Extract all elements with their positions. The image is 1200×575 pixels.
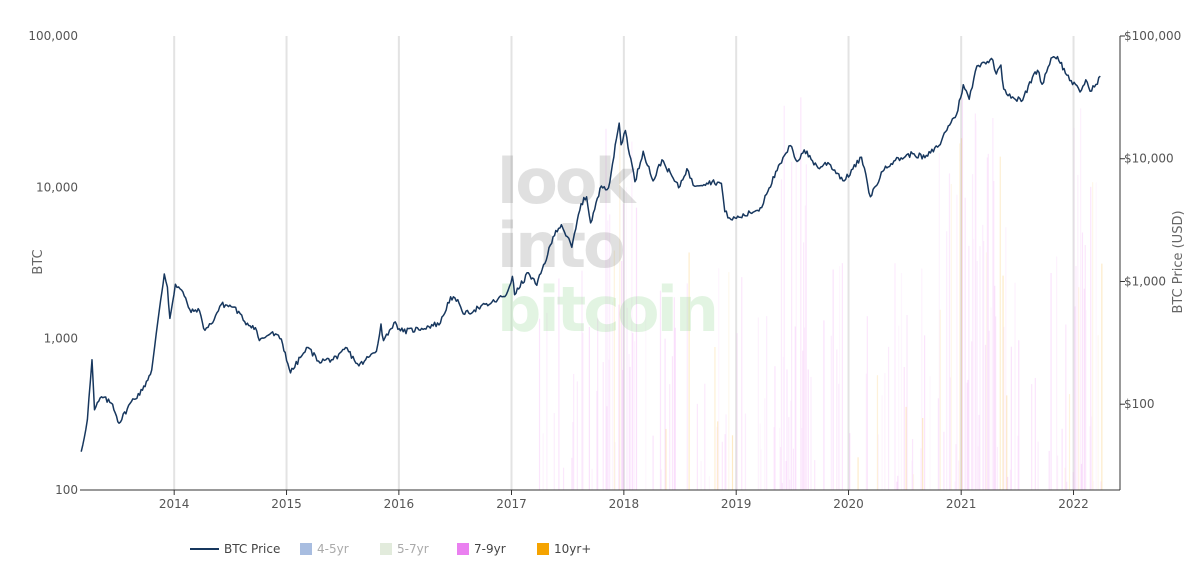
x-tick-label-2020: 2020 [833,497,864,511]
x-axis-ticks: 2014 2015 2016 2017 2018 2019 2020 2021 2022 [159,490,1089,511]
x-tick-label-2022: 2022 [1058,497,1089,511]
legend-label: 4-5yr [317,542,349,556]
left-tick-label: 100,000 [28,29,78,43]
watermark: look into bitcoin [497,145,719,346]
right-axis-title: BTC Price (USD) [1171,210,1186,313]
legend-swatch [300,543,312,555]
left-tick-label: 1,000 [44,332,78,346]
watermark-word-into: into [497,209,623,282]
legend-item-5-7yr[interactable]: 5-7yr [380,542,429,556]
legend: BTC Price 4-5yr 5-7yr 7-9yr 10yr+ [190,542,591,556]
legend-label: BTC Price [224,542,280,556]
legend-swatch [537,543,549,555]
right-tick-label: $10,000 [1124,152,1174,166]
left-tick-label: 10,000 [36,180,78,194]
x-tick-label-2016: 2016 [384,497,415,511]
right-tick-label: $1,000 [1124,274,1166,288]
x-tick-label-2017: 2017 [496,497,527,511]
age-band-spikes [538,97,1103,490]
left-axis-ticks: 100 1,000 10,000 100,000 [28,29,78,497]
left-axis-title: BTC [31,249,46,274]
legend-label: 5-7yr [397,542,429,556]
x-tick-label-2019: 2019 [721,497,752,511]
legend-item-7-9yr[interactable]: 7-9yr [457,542,506,556]
right-tick-label: $100,000 [1124,29,1181,43]
legend-item-btc-price[interactable]: BTC Price [190,542,280,556]
x-tick-label-2015: 2015 [271,497,302,511]
btc-price-series [80,55,1101,452]
x-tick-label-2021: 2021 [946,497,977,511]
watermark-word-look: look [497,145,637,218]
legend-swatch [380,543,392,555]
btc-price-line [80,55,1101,452]
right-axis-ticks: $100 $1,000 $10,000 $100,000 [1120,29,1181,411]
legend-item-10yr-[interactable]: 10yr+ [537,542,591,556]
legend-item-4-5yr[interactable]: 4-5yr [300,542,349,556]
legend-label: 7-9yr [474,542,506,556]
legend-swatch [457,543,469,555]
right-tick-label: $100 [1124,397,1155,411]
vertical-gridlines [173,36,1075,490]
legend-label: 10yr+ [554,542,591,556]
x-tick-label-2018: 2018 [609,497,640,511]
left-tick-label: 100 [55,483,78,497]
watermark-word-bitcoin: bitcoin [497,273,716,346]
axes [80,36,1121,491]
x-tick-label-2014: 2014 [159,497,190,511]
